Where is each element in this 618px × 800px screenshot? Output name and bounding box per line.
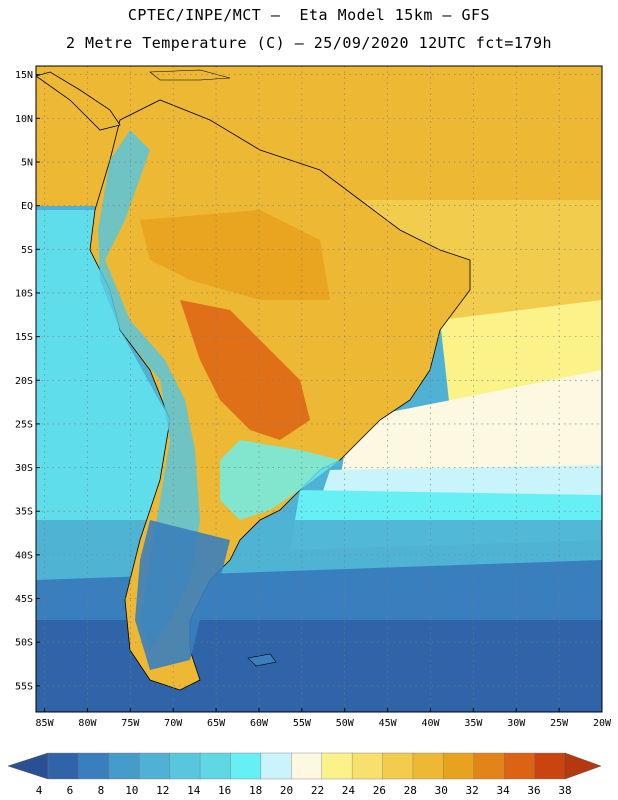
chart-subtitle: 2 Metre Temperature (C) – 25/09/2020 12U…	[65, 34, 553, 52]
southern-coldest-band	[36, 620, 602, 712]
latitude-label: 10S	[15, 288, 33, 299]
colorbar-label: 6	[67, 784, 74, 797]
latitude-label: 15N	[15, 70, 33, 81]
colorbar-segment	[321, 752, 353, 780]
latitude-labels: 15N 10N 5N EQ 5S 10S 15S 20S 25S 30S 35S 40S 45S 50S 5…	[15, 70, 33, 692]
colorbar-segment	[503, 752, 536, 780]
colorbar-label: 16	[218, 784, 231, 797]
longitude-labels: 85W 80W 75W 70W 65W 60W 55W 50W 45W 40W 35W 30W 25W 2…	[36, 718, 612, 729]
colorbar-segment	[412, 752, 445, 780]
colorbar-low-arrow	[7, 752, 49, 780]
colorbar-segment	[443, 752, 475, 780]
colorbar-label: 34	[496, 784, 510, 797]
latitude-label: 45S	[15, 594, 33, 605]
map-frame	[35, 65, 603, 713]
longitude-label: 50W	[336, 718, 355, 729]
atlantic-cooler-band	[320, 465, 602, 500]
latitude-label: 5S	[21, 245, 33, 256]
colorbar-label: 12	[156, 784, 169, 797]
colorbar-segment	[260, 752, 292, 780]
latitude-label: 10N	[15, 114, 33, 125]
longitude-label: 55W	[293, 718, 312, 729]
colorbar-segment	[199, 752, 232, 780]
colorbar-label: 4	[36, 784, 43, 797]
colorbar-segment	[291, 752, 323, 780]
colorbar-segment	[351, 752, 384, 780]
colorbar-segment	[47, 752, 80, 780]
graticule	[36, 66, 602, 712]
latitude-label: 35S	[15, 507, 33, 518]
colorbar-segment	[78, 752, 110, 780]
colorbar-high-arrow	[564, 752, 602, 780]
longitude-label: 25W	[550, 718, 569, 729]
hot-interior-region	[180, 300, 310, 440]
colorbar-label: 24	[342, 784, 356, 797]
colorbar-segment	[230, 752, 262, 780]
colorbar-label: 14	[187, 784, 201, 797]
colorbar-label: 32	[466, 784, 479, 797]
latitude-label: 30S	[15, 463, 33, 474]
andes-cold-strip	[98, 130, 200, 650]
colorbar-label: 8	[98, 784, 105, 797]
longitude-label: 85W	[36, 718, 55, 729]
amazon-region	[140, 210, 330, 300]
longitude-label: 60W	[250, 718, 269, 729]
colorbar-segment	[139, 752, 171, 780]
temperature-map: 15N 10N 5N EQ 5S 10S 15S 20S 25S 30S 35S 40S 45S 50S 5…	[15, 65, 612, 729]
axis-ticks	[36, 74, 603, 712]
latitude-label: 50S	[15, 638, 33, 649]
colorbar-segment	[108, 752, 140, 780]
map-field	[36, 66, 602, 712]
latitude-label: 55S	[15, 681, 33, 692]
chart-title: CPTEC/INPE/MCT – Eta Model 15km – GFS	[127, 6, 491, 24]
latitude-label: 25S	[15, 419, 33, 430]
latitude-label: 40S	[15, 550, 33, 561]
southern-cone-region	[220, 440, 340, 520]
colorbar-label: 10	[125, 784, 138, 797]
longitude-label: 45W	[379, 718, 398, 729]
latitude-label: EQ	[21, 201, 33, 212]
atlantic-cool-band	[340, 370, 602, 480]
colorbar-segments	[7, 752, 602, 780]
colorbar-segment	[169, 752, 201, 780]
longitude-label: 30W	[507, 718, 526, 729]
colorbar-segment	[534, 752, 566, 780]
colorbar-label: 22	[311, 784, 324, 797]
colorbar-label: 28	[404, 784, 417, 797]
pacific-coastal-band	[36, 210, 170, 520]
colorbar-label: 18	[249, 784, 262, 797]
central-america-land	[36, 71, 121, 131]
longitude-label: 70W	[164, 718, 183, 729]
latitude-label: 15S	[15, 332, 33, 343]
colorbar-segment	[382, 752, 414, 780]
longitude-label: 65W	[207, 718, 226, 729]
latitude-label: 20S	[15, 376, 33, 387]
colorbar-labels: 4 6 8 10 12 14 16 18 20 22 24 26 28 30 32 34 36 38	[36, 784, 572, 797]
longitude-label: 35W	[464, 718, 483, 729]
colorbar-label: 36	[527, 784, 540, 797]
patagonia-region	[135, 520, 230, 670]
temperature-colorbar: 4 6 8 10 12 14 16 18 20 22 24 26 28 30 32 34 36 38	[7, 752, 602, 797]
longitude-label: 75W	[121, 718, 140, 729]
longitude-label: 80W	[78, 718, 97, 729]
colorbar-label: 38	[558, 784, 571, 797]
colorbar-label: 30	[435, 784, 448, 797]
latitude-label: 5N	[21, 158, 33, 169]
colorbar-segment	[473, 752, 505, 780]
falkland-islands	[247, 653, 277, 667]
longitude-label: 40W	[421, 718, 440, 729]
longitude-label: 20W	[593, 718, 612, 729]
colorbar-label: 26	[373, 784, 386, 797]
colorbar-label: 20	[280, 784, 293, 797]
